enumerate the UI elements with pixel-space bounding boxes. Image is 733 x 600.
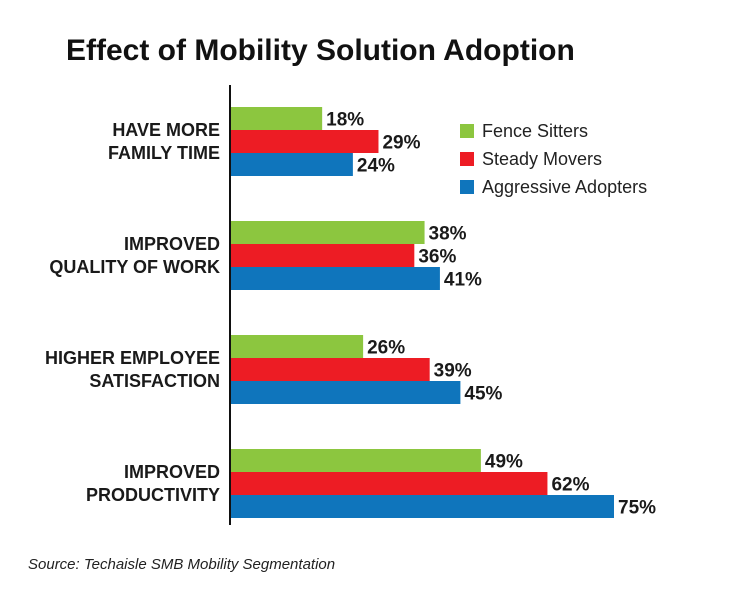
legend-swatch xyxy=(460,124,474,138)
bar xyxy=(230,472,548,495)
legend: Fence Sitters Steady Movers Aggressive Ado… xyxy=(460,121,647,197)
data-label: 49% xyxy=(485,452,523,473)
legend-entry: Aggressive Adopters xyxy=(482,177,647,197)
bar xyxy=(230,495,614,518)
category-labels: HAVE MORE FAMILY TIME IMPROVED QUALITY OF W… xyxy=(45,120,220,505)
bar xyxy=(230,130,379,153)
data-label: 38% xyxy=(429,224,467,245)
legend-swatch xyxy=(460,152,474,166)
category-label: HIGHER EMPLOYEE xyxy=(45,348,220,368)
data-label: 75% xyxy=(618,498,656,519)
bar xyxy=(230,107,323,130)
value-labels: 18% 29%24% 38%36%41% 26% 39%45% 49% 62% 75% xyxy=(326,110,656,519)
bar xyxy=(230,267,440,290)
category-label: SATISFACTION xyxy=(89,371,220,391)
data-label: 41% xyxy=(444,270,482,291)
data-label: 62% xyxy=(551,475,589,496)
legend-entry: Fence Sitters xyxy=(482,121,588,141)
data-label: 36% xyxy=(418,247,456,268)
source-note: Source: Techaisle SMB Mobility Segmentat… xyxy=(28,556,335,573)
legend-entry: Steady Movers xyxy=(482,149,602,169)
bar xyxy=(230,244,415,267)
bar xyxy=(230,449,481,472)
data-label: 18% xyxy=(326,110,364,131)
bars-layer xyxy=(230,107,614,518)
bar xyxy=(230,335,364,358)
category-label: HAVE MORE xyxy=(112,120,220,140)
category-label: FAMILY TIME xyxy=(108,143,220,163)
data-label: 45% xyxy=(464,384,502,405)
data-label: 24% xyxy=(357,156,395,177)
chart-title: Effect of Mobility Solution Adoption xyxy=(66,34,575,67)
data-label: 29% xyxy=(382,133,420,154)
bar xyxy=(230,221,425,244)
category-label: PRODUCTIVITY xyxy=(86,485,220,505)
data-label: 39% xyxy=(434,361,472,382)
bar xyxy=(230,381,461,404)
category-label: QUALITY OF WORK xyxy=(49,257,220,277)
bar xyxy=(230,358,430,381)
legend-swatch xyxy=(460,180,474,194)
data-label: 26% xyxy=(367,338,405,359)
category-label: IMPROVED xyxy=(124,234,220,254)
bar xyxy=(230,153,353,176)
category-label: IMPROVED xyxy=(124,462,220,482)
